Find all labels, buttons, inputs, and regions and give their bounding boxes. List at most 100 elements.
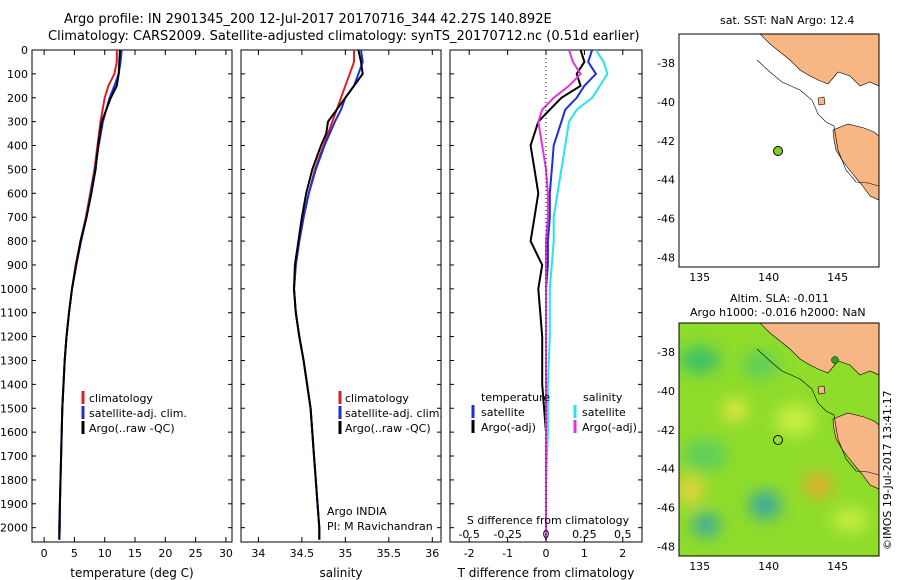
map-y-tick-label: -46 <box>657 212 675 225</box>
salinity-annotation-line1: Argo INDIA <box>327 505 387 518</box>
s-legend-argo-label: Argo(..raw -QC) <box>345 422 431 435</box>
axes-ticks: 0100200300400500600700800900100011001200… <box>0 44 848 573</box>
map-x-tick-label: 145 <box>827 271 848 284</box>
y-tick-label: 1400 <box>0 378 28 391</box>
sla-map-small-island <box>817 385 826 395</box>
imos-credit: ©IMOS 19-Jul-2017 13:41:17 <box>881 390 894 550</box>
map-x-tick-label: 135 <box>689 271 710 284</box>
x-tick-label: 30 <box>219 547 233 560</box>
difference-xlabel: T difference from climatology <box>457 566 635 580</box>
x-tick-label: 20 <box>158 547 172 560</box>
series-line-argo-raw-qc- <box>58 50 121 540</box>
x-tick-label: 25 <box>189 547 203 560</box>
sst-map-mainland <box>759 34 879 87</box>
d-legend-salinity-title: salinity <box>583 391 623 404</box>
x-tick-label: 15 <box>128 547 142 560</box>
map-x-tick-label: 145 <box>827 560 848 573</box>
map-y-tick-label: -40 <box>657 385 675 398</box>
y-tick-label: 400 <box>7 140 28 153</box>
map-y-tick-label: -46 <box>657 501 675 514</box>
series-line-argo-raw-qc- <box>292 50 364 540</box>
series-line-climatology <box>292 50 355 540</box>
series-line-satellite <box>545 50 598 540</box>
map-x-tick-label: 135 <box>689 560 710 573</box>
map-y-tick-label: -38 <box>657 346 675 359</box>
y-tick-label: 900 <box>7 259 28 272</box>
figure-title-line1: Argo profile: IN 2901345_200 12-Jul-2017… <box>64 12 552 27</box>
difference-legend: temperature satellite Argo(-adj) salinit… <box>471 391 637 434</box>
map-bottom-title-line2: Argo h1000: -0.016 h2000: NaN <box>690 306 866 319</box>
y-tick-label: 300 <box>7 116 28 129</box>
map-y-tick-label: -38 <box>657 57 675 70</box>
salinity-lines <box>292 50 364 540</box>
sla-blob <box>832 508 868 532</box>
series-line-satellite-s- <box>545 50 609 540</box>
map-top-title: sat. SST: NaN Argo: 12.4 <box>720 14 855 27</box>
y-tick-label: 1000 <box>0 283 28 296</box>
salinity-legend: climatology satellite-adj. clim. Argo(..… <box>327 391 443 533</box>
sst-map-float-marker <box>773 146 783 156</box>
sla-blob <box>775 404 815 436</box>
temperature-panel-frame <box>31 49 233 543</box>
map-y-tick-label: -42 <box>657 135 675 148</box>
sla-blob <box>683 439 727 471</box>
sla-map-float-marker <box>773 435 783 445</box>
x-tick-label: 34 <box>251 547 265 560</box>
x-tick-label: 0 <box>41 547 48 560</box>
x-tick-label: -2 <box>464 547 475 560</box>
y-tick-label: 1700 <box>0 450 28 463</box>
s-legend-satellite-label: satellite-adj. clim. <box>345 407 443 420</box>
sla-map <box>679 323 879 556</box>
difference-lines <box>529 50 609 542</box>
legend-climatology-label: climatology <box>89 392 153 405</box>
temperature-legend: climatology satellite-adj. clim. Argo(..… <box>81 391 187 435</box>
series-line-climatology <box>58 50 118 540</box>
y-tick-label: 0 <box>21 44 28 57</box>
y-tick-label: 600 <box>7 187 28 200</box>
map-y-tick-label: -44 <box>657 463 675 476</box>
x-tick-label: 35 <box>338 547 352 560</box>
sla-blob <box>749 491 781 519</box>
y-tick-label: 1100 <box>0 307 28 320</box>
d-legend-t-satellite-label: satellite <box>481 406 525 419</box>
x-tick-label: 2 <box>619 547 626 560</box>
sla-map-mainland <box>759 323 879 376</box>
sla-map-shelf-contour <box>756 348 879 476</box>
y-tick-label: 200 <box>7 92 28 105</box>
d-legend-s-satellite-label: satellite <box>582 406 626 419</box>
salinity-panel-frame <box>240 49 442 543</box>
legend-satellite-label: satellite-adj. clim. <box>89 407 187 420</box>
map-y-tick-label: -40 <box>657 96 675 109</box>
map-y-tick-label: -44 <box>657 174 675 187</box>
x-tick-label: 35.5 <box>377 547 402 560</box>
salinity-annotation-line2: PI: M Ravichandran <box>327 520 433 533</box>
map-x-tick-label: 140 <box>758 271 779 284</box>
sla-blob <box>680 346 720 374</box>
x-tick-label: 5 <box>71 547 78 560</box>
d-legend-temperature-title: temperature <box>481 391 550 404</box>
x-tick-label: 36 <box>425 547 439 560</box>
x2-tick-label: -0.25 <box>493 528 521 541</box>
x-tick-label: -1 <box>502 547 513 560</box>
sla-blob <box>742 351 778 379</box>
sla-blob <box>692 513 720 537</box>
x2-tick-label: 0 <box>543 528 550 541</box>
map-y-tick-label: -48 <box>657 251 675 264</box>
x2-tick-label: -0.5 <box>458 528 479 541</box>
y-tick-label: 800 <box>7 235 28 248</box>
map-y-tick-label: -48 <box>657 540 675 553</box>
y-tick-label: 1500 <box>0 402 28 415</box>
y-tick-label: 100 <box>7 68 28 81</box>
y-tick-label: 700 <box>7 211 28 224</box>
series-line-argo-adj-s- <box>537 50 582 540</box>
difference-xlabel2: S difference from climatology <box>467 514 630 527</box>
figure-title-line2: Climatology: CARS2009. Satellite-adjuste… <box>48 29 640 44</box>
sst-map-shelf-contour <box>756 59 879 187</box>
d-legend-t-argo-label: Argo(-adj) <box>481 421 536 434</box>
y-tick-label: 500 <box>7 163 28 176</box>
sst-map-small-island <box>817 96 826 106</box>
map-y-tick-label: -42 <box>657 424 675 437</box>
sla-map-island <box>832 412 879 490</box>
x-tick-label: 34.5 <box>290 547 315 560</box>
